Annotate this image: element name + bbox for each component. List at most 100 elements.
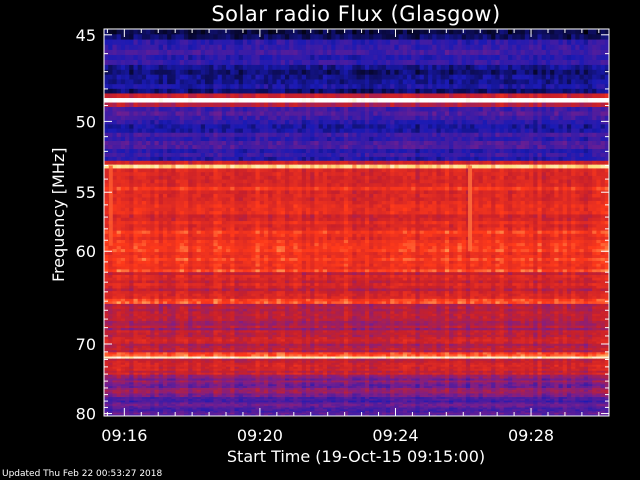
heatmap-cell xyxy=(259,74,265,80)
heatmap-cell xyxy=(171,39,176,46)
heatmap-cell xyxy=(116,193,122,198)
heatmap-cell xyxy=(474,175,479,180)
heatmap-cell xyxy=(234,200,240,205)
heatmap-cell xyxy=(550,160,555,166)
heatmap-cell xyxy=(499,153,505,158)
heatmap-cell xyxy=(133,115,139,121)
heatmap-cell xyxy=(491,153,496,158)
heatmap-cell xyxy=(604,124,610,129)
heatmap-cell xyxy=(411,200,416,205)
heatmap-cell xyxy=(554,44,559,51)
heatmap-cell xyxy=(247,136,252,142)
heatmap-cell xyxy=(377,54,383,61)
heatmap-cell xyxy=(154,54,160,61)
heatmap-cell xyxy=(217,156,223,162)
heatmap-cell xyxy=(251,54,256,61)
heatmap-cell xyxy=(600,186,606,191)
heatmap-cell xyxy=(550,120,555,125)
heatmap-cell xyxy=(247,145,252,150)
heatmap-cell xyxy=(453,74,458,80)
heatmap-cell xyxy=(306,164,311,169)
heatmap-cell xyxy=(167,204,172,209)
heatmap-cell xyxy=(104,193,109,198)
heatmap-cell xyxy=(596,54,601,61)
heatmap-cell xyxy=(465,64,471,71)
heatmap-cell xyxy=(259,79,265,85)
heatmap-cell xyxy=(116,164,122,169)
heatmap-cell xyxy=(482,49,488,56)
heatmap-cell xyxy=(175,190,181,195)
heatmap-cell xyxy=(331,124,336,129)
heatmap-cell xyxy=(112,102,118,108)
heatmap-cell xyxy=(301,132,307,138)
heatmap-cell xyxy=(289,102,294,108)
heatmap-cell xyxy=(129,59,134,66)
heatmap-cell xyxy=(322,160,328,166)
heatmap-cell xyxy=(314,69,320,76)
heatmap-cell xyxy=(453,190,458,195)
heatmap-cell xyxy=(129,128,134,134)
heatmap-cell xyxy=(381,44,387,51)
heatmap-cell xyxy=(491,136,496,142)
heatmap-cell xyxy=(247,175,252,180)
heatmap-cell xyxy=(495,175,500,180)
heatmap-cell xyxy=(318,111,324,117)
heatmap-cell xyxy=(407,29,412,35)
heatmap-cell xyxy=(482,128,488,134)
heatmap-cell xyxy=(508,179,513,184)
heatmap-cell xyxy=(112,107,118,112)
heatmap-cell xyxy=(263,156,269,162)
heatmap-cell xyxy=(600,164,606,169)
heatmap-cell xyxy=(146,153,151,158)
heatmap-cell xyxy=(364,102,370,108)
heatmap-cell xyxy=(171,64,176,71)
heatmap-cell xyxy=(575,115,580,121)
heatmap-cell xyxy=(478,156,484,162)
heatmap-cell xyxy=(432,200,437,205)
heatmap-cell xyxy=(263,115,269,121)
heatmap-cell xyxy=(318,59,324,66)
heatmap-cell xyxy=(369,69,374,76)
heatmap-cell xyxy=(179,132,185,138)
heatmap-cell xyxy=(508,200,513,205)
heatmap-cell xyxy=(516,88,522,94)
heatmap-cell xyxy=(154,132,160,138)
heatmap-cell xyxy=(524,79,530,85)
heatmap-cell xyxy=(293,93,298,99)
heatmap-cell xyxy=(512,74,517,80)
heatmap-cell xyxy=(419,59,425,66)
heatmap-cell xyxy=(495,193,500,198)
heatmap-cell xyxy=(419,153,425,158)
heatmap-cell xyxy=(310,136,315,142)
heatmap-cell xyxy=(268,93,273,99)
heatmap-cell xyxy=(436,88,442,94)
heatmap-cell xyxy=(587,172,593,177)
heatmap-cell xyxy=(356,175,362,180)
heatmap-cell xyxy=(390,34,395,40)
heatmap-cell xyxy=(503,98,509,103)
heatmap-cell xyxy=(289,44,294,51)
heatmap-cell xyxy=(482,175,488,180)
heatmap-cell xyxy=(263,34,269,40)
heatmap-cell xyxy=(255,136,261,142)
heatmap-cell xyxy=(133,74,139,80)
heatmap-cell xyxy=(280,160,286,166)
heatmap-cell xyxy=(385,190,391,195)
heatmap-cell xyxy=(381,153,387,158)
heatmap-cell xyxy=(272,34,277,40)
heatmap-cell xyxy=(558,197,564,202)
heatmap-cell xyxy=(364,54,370,61)
heatmap-cell xyxy=(348,197,353,202)
heatmap-cell xyxy=(385,102,391,108)
heatmap-cell xyxy=(465,124,471,129)
heatmap-cell xyxy=(457,34,463,40)
heatmap-cell xyxy=(465,29,471,35)
heatmap-cell xyxy=(259,54,265,61)
heatmap-cell xyxy=(478,44,484,51)
heatmap-cell xyxy=(385,64,391,71)
heatmap-cell xyxy=(566,156,572,162)
heatmap-cell xyxy=(533,140,538,146)
heatmap-cell xyxy=(293,193,298,198)
heatmap-cell xyxy=(268,34,273,40)
heatmap-cell xyxy=(322,79,328,85)
